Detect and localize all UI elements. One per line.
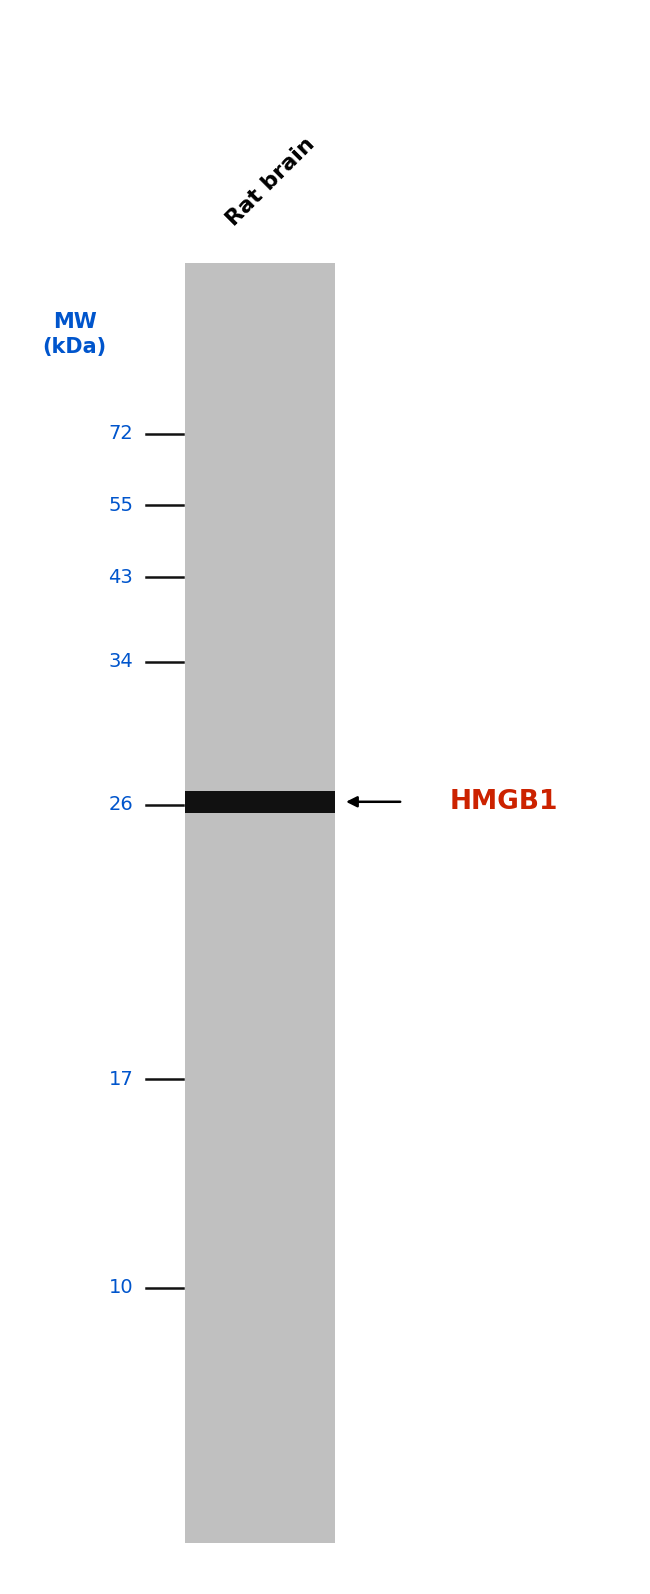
- Text: 43: 43: [109, 567, 133, 587]
- Text: 17: 17: [109, 1070, 133, 1089]
- Text: MW
(kDa): MW (kDa): [43, 312, 107, 357]
- Text: 72: 72: [109, 424, 133, 443]
- Text: Rat brain: Rat brain: [223, 134, 319, 230]
- Text: 10: 10: [109, 1278, 133, 1298]
- Text: HMGB1: HMGB1: [450, 789, 558, 815]
- Text: 26: 26: [109, 795, 133, 815]
- Text: 34: 34: [109, 652, 133, 671]
- Bar: [185, 791, 335, 813]
- Bar: [185, 263, 335, 1543]
- Text: 55: 55: [109, 496, 133, 515]
